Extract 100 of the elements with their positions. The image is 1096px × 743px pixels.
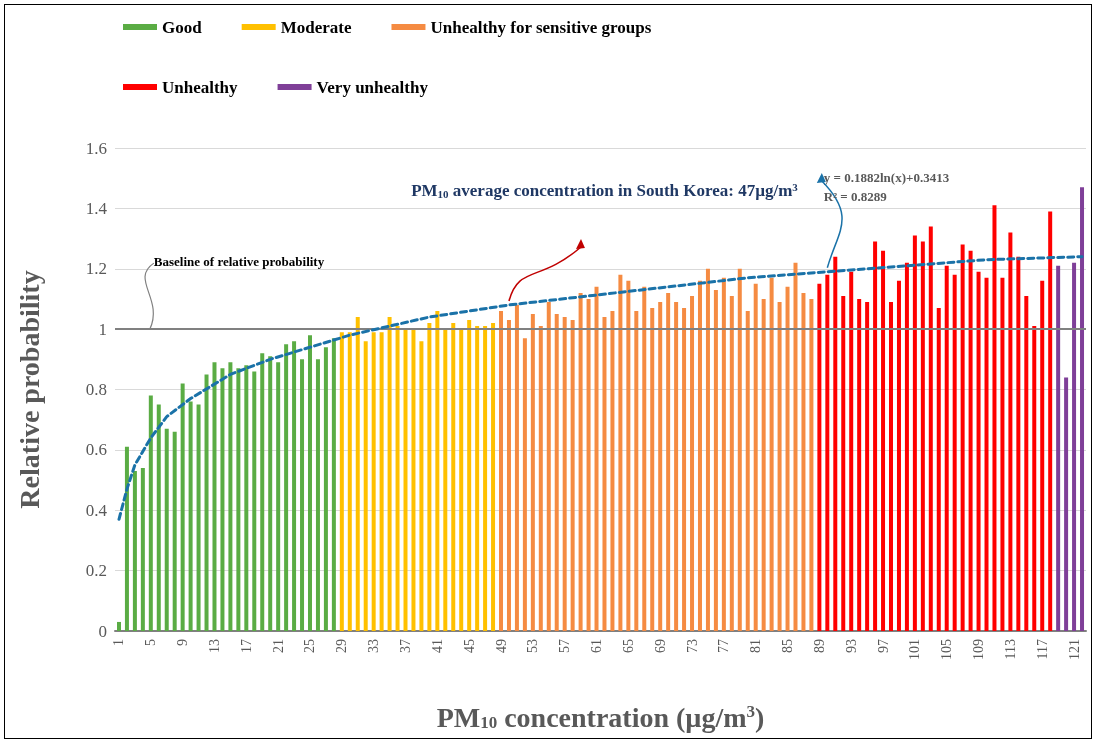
x-tick-label: 37 — [398, 639, 413, 653]
x-tick-label: 97 — [875, 639, 891, 653]
bar — [777, 301, 782, 631]
x-tick-label: 65 — [620, 639, 636, 653]
bar — [873, 241, 878, 631]
x-tick-label: 13 — [206, 639, 222, 653]
bar — [976, 271, 981, 631]
bar — [809, 298, 814, 631]
x-tick-label: 117 — [1034, 639, 1050, 660]
bar — [522, 338, 527, 631]
bar — [395, 326, 400, 631]
bar — [530, 314, 535, 631]
ref-line-label: Baseline of relative probability — [153, 254, 325, 270]
bar — [355, 317, 360, 631]
bar — [904, 262, 909, 631]
legend-label: Very unhealthy — [316, 77, 429, 97]
x-tick-label: 5 — [143, 639, 159, 646]
bar — [148, 395, 153, 631]
bar — [172, 431, 177, 631]
x-tick-label: 25 — [302, 639, 318, 653]
bar — [427, 323, 432, 631]
bar — [817, 283, 822, 631]
bar — [435, 311, 440, 631]
bar — [140, 467, 145, 631]
bar — [753, 283, 758, 631]
legend-label: Unhealthy — [162, 77, 239, 97]
bar — [562, 317, 567, 631]
x-tick-label: 77 — [716, 639, 732, 653]
bar — [761, 298, 766, 631]
bar — [1024, 295, 1029, 631]
bar — [124, 446, 129, 631]
bar — [308, 335, 312, 631]
bar — [992, 205, 997, 631]
bar — [570, 320, 575, 631]
bar — [745, 311, 750, 631]
bar — [164, 428, 169, 631]
bar — [443, 329, 448, 631]
bar — [912, 235, 917, 631]
bar — [729, 295, 734, 631]
y-tick-label: 1.2 — [85, 259, 107, 279]
bar — [363, 341, 368, 631]
y-tick-label: 1 — [98, 319, 107, 339]
bar — [347, 332, 352, 631]
y-axis-title: Relative probability — [13, 270, 45, 509]
x-tick-label: 53 — [525, 639, 541, 653]
bar — [928, 226, 933, 631]
bar — [554, 314, 559, 631]
bar — [419, 341, 424, 631]
annotation: y = 0.1882ln(x)+0.3413 — [823, 170, 950, 185]
x-tick-label: 21 — [270, 639, 286, 653]
bar — [1048, 211, 1053, 631]
bar — [666, 292, 671, 631]
bar — [889, 301, 893, 631]
bar — [491, 323, 496, 631]
bar — [411, 329, 416, 631]
bar — [785, 286, 790, 631]
bar — [1008, 232, 1013, 631]
bar — [204, 374, 209, 631]
legend-label: Moderate — [280, 17, 352, 37]
bar — [538, 326, 543, 631]
bar — [268, 356, 273, 631]
bar — [156, 404, 161, 631]
bar — [833, 256, 838, 631]
bar — [467, 320, 472, 631]
x-tick-label: 113 — [1002, 639, 1018, 660]
bar — [196, 404, 201, 631]
bar — [602, 317, 607, 631]
bar — [634, 311, 639, 631]
bar — [618, 274, 623, 631]
line-series — [117, 255, 1084, 521]
bar — [610, 311, 615, 631]
bar — [228, 362, 233, 631]
bar — [371, 332, 376, 631]
bar — [323, 347, 328, 631]
bar — [881, 250, 886, 631]
bar — [658, 301, 663, 631]
x-tick-label: 81 — [748, 639, 764, 653]
y-tick-label: 0.6 — [85, 440, 107, 460]
bar — [578, 292, 583, 631]
bar — [586, 298, 591, 631]
bar — [968, 250, 973, 631]
bar — [276, 362, 281, 631]
x-tick-label: 93 — [843, 639, 859, 653]
bar — [650, 307, 655, 631]
bar — [244, 365, 249, 631]
bar — [769, 277, 774, 631]
bar — [737, 268, 742, 631]
y-tick-label: 0 — [98, 621, 107, 641]
y-tick-label: 0.8 — [85, 380, 107, 399]
x-tick-label: 49 — [493, 639, 509, 653]
bar — [315, 359, 320, 631]
bar — [387, 317, 392, 631]
x-tick-label: 1 — [111, 639, 127, 646]
bar — [857, 298, 862, 631]
bar — [682, 307, 687, 631]
bar — [300, 359, 305, 631]
x-tick-label: 29 — [334, 639, 350, 653]
bar — [936, 307, 941, 631]
bar — [180, 383, 185, 631]
bar — [188, 401, 193, 631]
